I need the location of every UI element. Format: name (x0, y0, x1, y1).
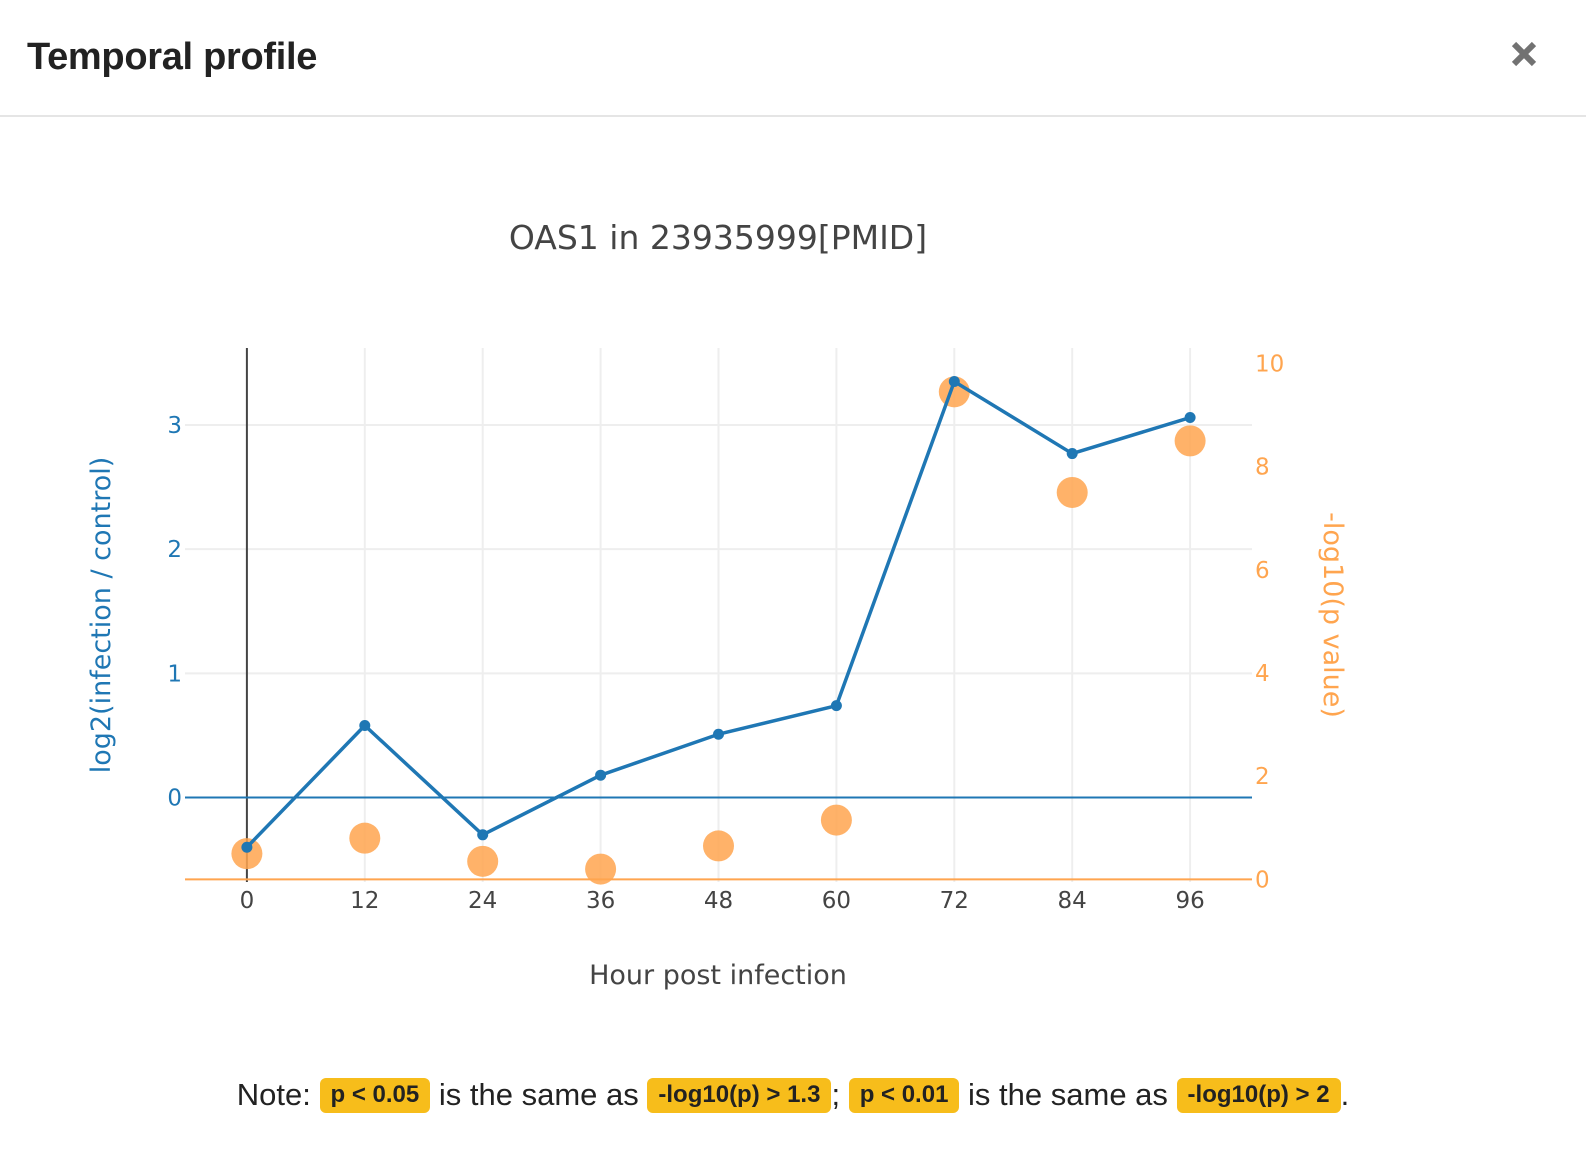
y-left-tick-label: 0 (167, 786, 182, 812)
grid-layer (185, 348, 1252, 882)
x-tick-label: 0 (240, 888, 255, 914)
modal-header: Temporal profile (0, 0, 1586, 117)
note-suffix: . (1340, 1077, 1350, 1112)
y-right-tick-label: 8 (1255, 455, 1270, 481)
modal-title: Temporal profile (27, 36, 318, 78)
note-badge-p001: p < 0.01 (848, 1078, 960, 1113)
y-right-tick-label: 4 (1255, 661, 1270, 687)
x-tick-label: 24 (468, 888, 497, 914)
x-tick-label: 72 (940, 888, 969, 914)
log2-ratio-point (713, 728, 724, 740)
pvalue-point (467, 845, 499, 877)
log2-ratio-point (477, 829, 489, 841)
y-left-tick-label: 1 (167, 661, 182, 687)
log2-ratio-point (241, 841, 253, 853)
note-text-1: is the same as (438, 1077, 639, 1112)
chart-container: 0 12 24 36 48 60 72 84 96 0 1 2 3 0 2 4 6 8 10 OAS1 in 2393… (0, 119, 1586, 1049)
pvalue-point (231, 838, 263, 870)
y-right-axis-title: -log10(p value) (1317, 512, 1348, 718)
note-badge-log2: -log10(p) > 2 (1176, 1078, 1341, 1113)
log2-ratio-point (359, 720, 371, 732)
pvalue-point (1056, 476, 1088, 508)
x-tick-label: 96 (1175, 888, 1204, 914)
x-tick-label: 36 (586, 888, 615, 914)
y-right-tick-label: 2 (1255, 764, 1270, 790)
series-layer (231, 376, 1206, 885)
axis-layer (185, 348, 1252, 882)
log2-ratio-point (595, 769, 607, 781)
log2-ratio-point (830, 700, 842, 712)
note-badge-log13: -log10(p) > 1.3 (647, 1078, 832, 1113)
x-tick-label: 84 (1058, 888, 1087, 914)
close-button[interactable] (1498, 28, 1550, 80)
note-separator: ; (831, 1077, 841, 1112)
y-left-axis-title: log2(infection / control) (86, 457, 117, 774)
pvalue-point (1174, 425, 1206, 457)
y-right-tick-label: 0 (1255, 867, 1270, 893)
x-tick-label: 12 (350, 888, 379, 914)
note-text-2: is the same as (968, 1077, 1168, 1112)
note-badge-p005: p < 0.05 (319, 1078, 431, 1113)
significance-note: Note: p < 0.05 is the same as -log10(p) … (0, 1077, 1586, 1113)
pvalue-point (349, 822, 381, 854)
close-icon (1511, 41, 1537, 67)
y-left-tick-label: 3 (167, 413, 182, 439)
log2-ratio-point (948, 376, 960, 388)
x-axis-title: Hour post infection (589, 960, 847, 991)
pvalue-point (703, 830, 734, 862)
y-right-tick-label: 10 (1255, 351, 1284, 377)
x-tick-label: 48 (704, 888, 733, 914)
chart-title: OAS1 in 23935999[PMID] (509, 218, 927, 257)
log2-ratio-point (1184, 412, 1196, 424)
pvalue-point (820, 804, 852, 836)
log2-ratio-point (1066, 448, 1078, 460)
y-right-tick-label: 6 (1255, 558, 1270, 584)
y-left-tick-label: 2 (167, 537, 182, 563)
x-tick-label: 60 (822, 888, 851, 914)
pvalue-point (585, 853, 617, 885)
note-prefix: Note: (236, 1077, 311, 1112)
